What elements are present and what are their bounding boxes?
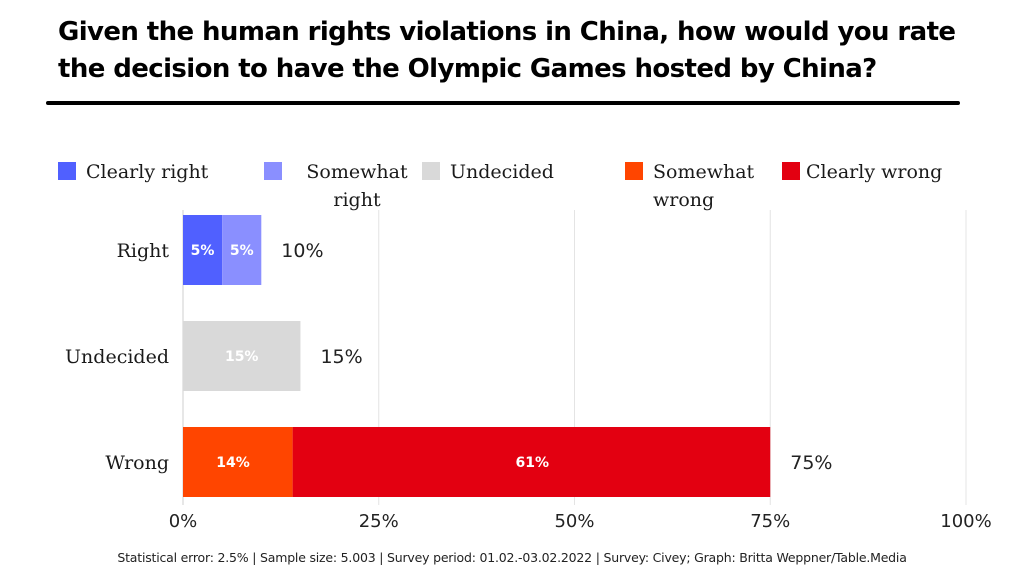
bar-segment	[183, 321, 301, 391]
legend-label: Somewhat right	[306, 161, 408, 211]
x-tick-label: 100%	[940, 511, 991, 532]
legend-label: Somewhat wrong	[653, 161, 755, 211]
category-label: Undecided	[65, 346, 169, 368]
category-label: Wrong	[105, 452, 169, 474]
segment-label: 5%	[191, 243, 215, 259]
bar-segment	[222, 215, 262, 285]
legend-item-clearly-wrong: Clearly wrong	[782, 158, 942, 186]
segment-label: 61%	[515, 455, 549, 471]
segment-label: 15%	[225, 349, 259, 365]
footer-source-note: Statistical error: 2.5% | Sample size: 5…	[117, 550, 907, 565]
total-label: 15%	[320, 346, 362, 368]
title-underline	[46, 101, 960, 105]
total-label: 75%	[790, 452, 832, 474]
legend-swatch-undecided	[422, 162, 440, 180]
legend-item-somewhat-wrong: Somewhat wrong	[625, 158, 765, 214]
x-tick-label: 0%	[169, 511, 198, 532]
x-tick-label: 50%	[554, 511, 594, 532]
legend-item-undecided: Undecided	[422, 158, 554, 186]
legend-swatch-clearly-right	[58, 162, 76, 180]
legend-swatch-somewhat-right	[264, 162, 282, 180]
legend-label: Undecided	[450, 161, 554, 183]
total-label: 10%	[281, 240, 323, 262]
chart-title: Given the human rights violations in Chi…	[58, 17, 956, 84]
segment-label: 14%	[216, 455, 250, 471]
legend-item-somewhat-right: Somewhat right	[264, 158, 414, 214]
legend-label: Clearly right	[86, 161, 209, 183]
x-tick-label: 75%	[750, 511, 790, 532]
bar-segment	[292, 427, 771, 497]
category-label: Right	[117, 240, 170, 262]
legend-swatch-clearly-wrong	[782, 162, 800, 180]
bar-segment	[183, 215, 223, 285]
legend-swatch-somewhat-wrong	[625, 162, 643, 180]
legend-label: Clearly wrong	[806, 161, 943, 183]
segment-label: 5%	[230, 243, 254, 259]
bar-segment	[183, 427, 293, 497]
legend-item-clearly-right: Clearly right	[58, 158, 208, 186]
x-tick-label: 25%	[359, 511, 399, 532]
